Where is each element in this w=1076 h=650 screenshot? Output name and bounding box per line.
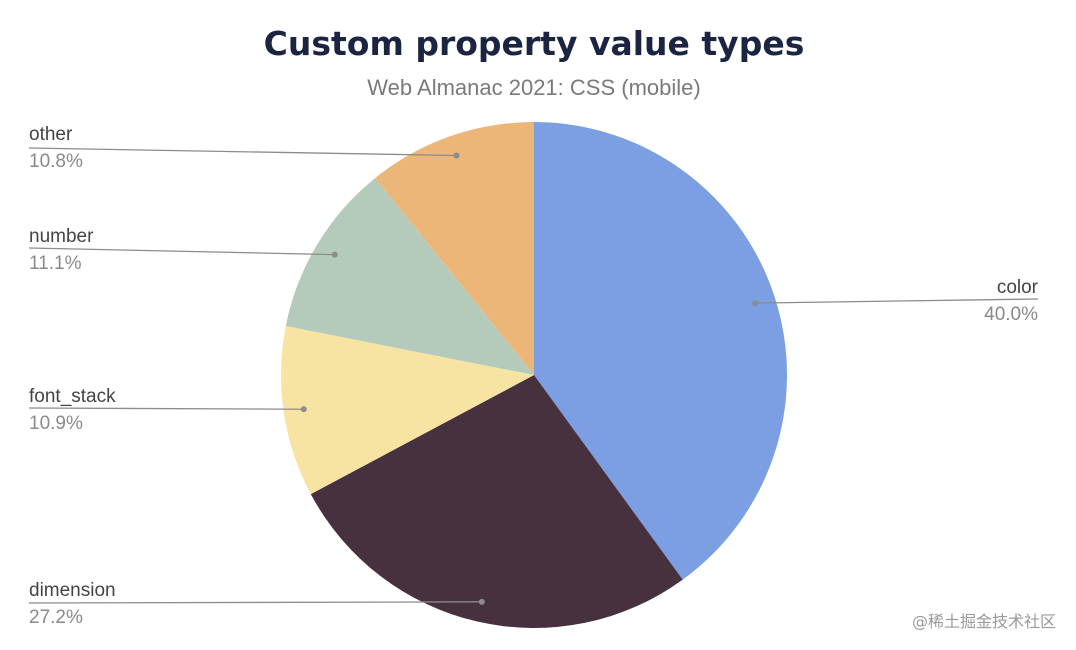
leader-dot-number bbox=[331, 251, 338, 258]
pie-slice-font-stack bbox=[280, 326, 534, 495]
pie-slices bbox=[280, 122, 787, 628]
pie-leader-lines bbox=[28, 147, 1039, 605]
slice-value-color: 40.0% bbox=[984, 304, 1038, 325]
chart-title: Custom property value types bbox=[264, 24, 805, 63]
leader-dot-font-stack bbox=[300, 406, 307, 413]
pie-slice-dimension bbox=[310, 375, 683, 628]
slice-value-other: 10.8% bbox=[29, 151, 83, 172]
watermark-text: @稀土掘金技术社区 bbox=[912, 612, 1056, 631]
leader-dot-color bbox=[752, 300, 759, 307]
pie-slice-number bbox=[285, 178, 534, 375]
pie-slice-other bbox=[375, 122, 534, 375]
slice-value-number: 11.1% bbox=[29, 253, 82, 274]
leader-line-number bbox=[28, 247, 335, 256]
slice-label-number: number bbox=[29, 226, 94, 247]
pie-labels: color 40.0% dimension 27.2% font_stack 10.9% n… bbox=[29, 124, 1039, 628]
slice-label-dimension: dimension bbox=[29, 580, 116, 601]
slice-label-color: color bbox=[997, 277, 1039, 298]
leader-dot-dimension bbox=[478, 598, 485, 605]
leader-dot-other bbox=[453, 152, 460, 159]
leader-line-font-stack bbox=[28, 407, 304, 410]
chart-subtitle: Web Almanac 2021: CSS (mobile) bbox=[367, 75, 700, 100]
slice-label-font-stack: font_stack bbox=[29, 386, 116, 407]
slice-value-dimension: 27.2% bbox=[29, 607, 83, 628]
pie-slice-color bbox=[534, 122, 787, 580]
slice-value-font-stack: 10.9% bbox=[29, 413, 83, 434]
slice-label-other: other bbox=[29, 124, 73, 145]
leader-line-other bbox=[28, 147, 457, 157]
leader-line-dimension bbox=[28, 601, 482, 604]
leader-line-color bbox=[755, 298, 1039, 304]
